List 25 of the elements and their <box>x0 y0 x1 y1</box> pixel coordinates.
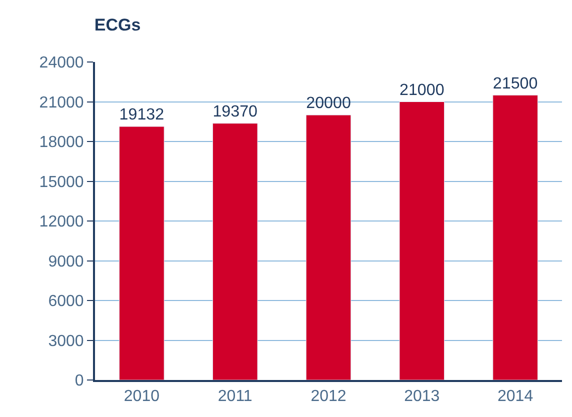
x-tick-label: 2011 <box>218 388 252 406</box>
bar <box>399 102 445 380</box>
y-tick-label: 21000 <box>39 94 84 112</box>
bar <box>306 114 352 380</box>
y-tick-label: 9000 <box>48 253 84 270</box>
bar <box>212 123 258 380</box>
data-label: 21500 <box>492 74 538 92</box>
y-tick-label: 6000 <box>48 293 84 310</box>
x-tick-label: 2012 <box>310 388 346 406</box>
y-tick-label: 0 <box>74 372 84 390</box>
data-label: 20000 <box>306 94 351 112</box>
x-tick-label: 2010 <box>124 388 160 406</box>
data-label: 21000 <box>400 80 444 99</box>
y-tick-label: 3000 <box>48 332 84 350</box>
bar <box>119 126 164 380</box>
y-tick-label: 12000 <box>39 214 84 231</box>
chart-title: ECGs <box>94 16 141 35</box>
y-tick-label: 15000 <box>39 174 84 191</box>
y-tick-label: 24000 <box>39 54 84 72</box>
x-tick-label: 2013 <box>404 388 440 406</box>
x-tick-label: 2014 <box>498 388 534 406</box>
data-label: 19132 <box>119 106 164 124</box>
data-label: 19370 <box>212 102 258 121</box>
y-tick-label: 18000 <box>39 134 84 152</box>
bar <box>492 94 538 380</box>
